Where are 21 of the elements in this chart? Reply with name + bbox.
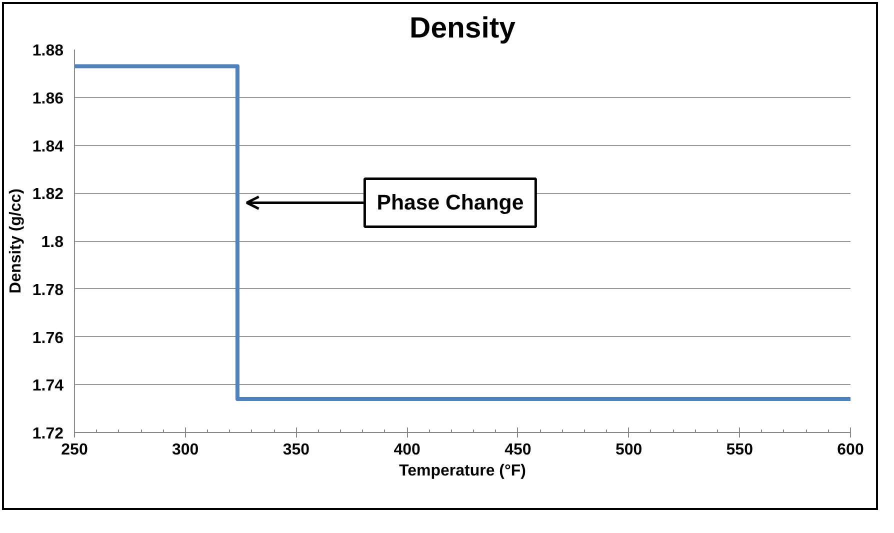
y-tick-label: 1.8	[41, 234, 64, 251]
x-tick-label: 600	[837, 442, 864, 458]
y-tick-label: 1.74	[32, 378, 64, 395]
chart-title: Density	[410, 12, 516, 44]
x-tick-label: 450	[504, 442, 532, 458]
y-tick-label: 1.88	[32, 42, 64, 60]
x-tick-label: 300	[172, 442, 199, 458]
annotation: Phase Change	[376, 190, 524, 215]
x-axis-title: Temperature (°F)	[398, 462, 526, 480]
x-tick-label: 400	[394, 442, 421, 458]
y-tick-label: 1.78	[32, 282, 64, 299]
y-tick-label: 1.86	[32, 90, 64, 108]
x-tick-label: 550	[726, 442, 754, 458]
y-tick-label: 1.82	[32, 186, 64, 204]
x-tick-label: 350	[282, 442, 310, 458]
x-tick-label: 250	[61, 442, 88, 458]
y-tick-label: 1.76	[32, 330, 64, 347]
y-tick-label: 1.84	[32, 138, 64, 156]
y-tick-label: 1.72	[32, 426, 64, 442]
y-axis-title: Density (g/cc)	[7, 188, 24, 294]
x-tick-label: 500	[615, 442, 642, 458]
